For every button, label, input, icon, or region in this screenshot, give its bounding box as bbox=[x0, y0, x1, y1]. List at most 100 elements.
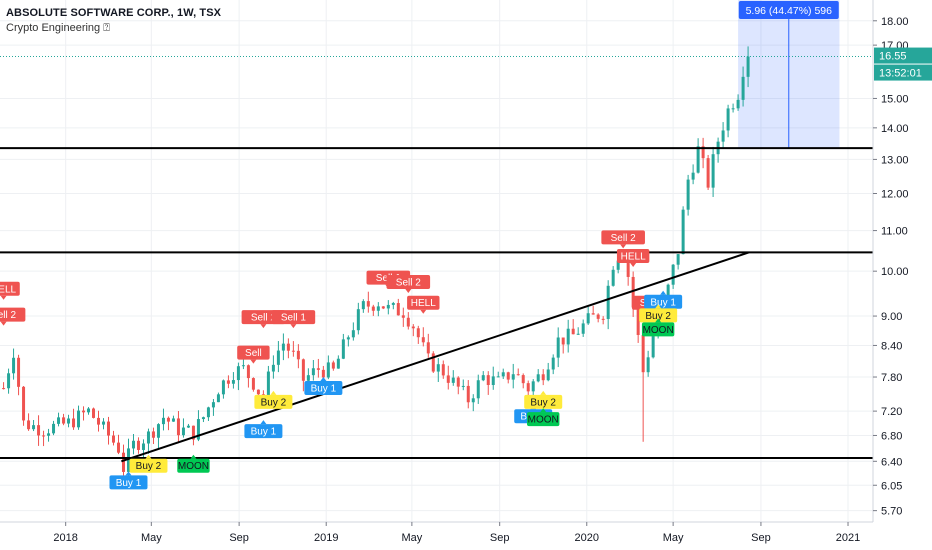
time-axis: 2018 May Sep 2019 May Sep 2020 May Sep 2021 bbox=[0, 521, 873, 544]
price-tick-label: 6.40 bbox=[881, 456, 902, 468]
chart-legend: ABSOLUTE SOFTWARE CORP., 1W, TSX Crypto … bbox=[6, 6, 221, 36]
candle-body bbox=[241, 365, 245, 367]
candle-body bbox=[626, 253, 630, 277]
signal-label: MOON bbox=[643, 325, 674, 336]
candle-body bbox=[326, 362, 330, 378]
countdown-tag bbox=[874, 64, 932, 81]
candle-body bbox=[486, 375, 490, 385]
signal-moon[interactable]: MOON bbox=[177, 454, 210, 473]
signal-label: Sell 2 bbox=[251, 313, 276, 324]
candle-body bbox=[641, 334, 645, 373]
price-tick-label: 10.00 bbox=[881, 266, 909, 278]
indicator-name[interactable]: Crypto Engineering ⍰ bbox=[6, 22, 110, 34]
symbol-title[interactable]: ABSOLUTE SOFTWARE CORP., 1W, TSX bbox=[6, 7, 222, 19]
candle-body bbox=[331, 362, 335, 369]
candle-body bbox=[496, 376, 500, 378]
signal-buy[interactable]: Buy 1 bbox=[109, 471, 148, 490]
candle-body bbox=[311, 368, 315, 376]
candle-body bbox=[736, 99, 740, 109]
signal-sell[interactable]: Sell 2 bbox=[0, 307, 26, 326]
time-tick-label: May bbox=[663, 532, 684, 544]
signal-buy[interactable]: Buy 1 bbox=[304, 377, 343, 396]
candle-body bbox=[556, 337, 560, 358]
candle-body bbox=[391, 303, 395, 305]
signal-pointer bbox=[540, 390, 547, 395]
candle-body bbox=[466, 385, 470, 403]
signal-buy2[interactable]: Buy 2 bbox=[524, 390, 563, 409]
signal-badge bbox=[0, 307, 26, 322]
signal-buy2[interactable]: Buy 2 bbox=[254, 390, 293, 409]
signal-buy[interactable]: Buy 1 bbox=[644, 290, 683, 309]
candle-body bbox=[186, 425, 190, 428]
candle-body bbox=[676, 254, 680, 265]
candle-body bbox=[62, 417, 66, 424]
signal-pointer bbox=[655, 304, 662, 309]
signal-badge bbox=[386, 275, 431, 290]
candle-body bbox=[366, 301, 370, 307]
signal-labels: HELL Sell 2 Buy 1 Buy 2 MOON Sell Buy 1 Buy 2 Se… bbox=[0, 230, 683, 490]
signal-pointer bbox=[250, 359, 257, 364]
signal-sell[interactable]: HELL bbox=[407, 295, 440, 314]
last-price-tag bbox=[874, 47, 932, 64]
price-tick-label: 6.80 bbox=[881, 430, 902, 442]
signal-pointer bbox=[320, 377, 327, 382]
candle-body bbox=[431, 353, 435, 372]
candle-body bbox=[42, 435, 46, 437]
signal-moon[interactable]: MOON bbox=[641, 318, 675, 337]
signal-sell[interactable]: Sell 2 bbox=[386, 275, 431, 294]
candle-body bbox=[536, 374, 540, 382]
candle-body bbox=[476, 380, 480, 399]
candle-body bbox=[586, 313, 590, 324]
signal-pointer bbox=[260, 324, 267, 329]
candle-body bbox=[456, 377, 460, 387]
candle-body bbox=[666, 284, 670, 299]
candle-body bbox=[406, 317, 410, 327]
candle-body bbox=[451, 377, 455, 383]
measure-label-bg bbox=[738, 1, 839, 19]
signal-sell[interactable]: HELL bbox=[0, 281, 20, 300]
candle-body bbox=[351, 330, 355, 338]
candle-body bbox=[511, 374, 515, 380]
signal-badge bbox=[254, 394, 293, 409]
signal-label: Buy 2 bbox=[645, 311, 671, 322]
time-tick-label: 2019 bbox=[314, 532, 338, 544]
signal-buy[interactable]: Buy 1 bbox=[244, 420, 283, 439]
candle-body bbox=[121, 452, 125, 472]
candle-body bbox=[741, 76, 745, 100]
candle-body bbox=[426, 342, 430, 354]
candle-body bbox=[171, 418, 175, 422]
signal-sell[interactable]: Sell 2 bbox=[601, 230, 645, 249]
candle-body bbox=[721, 130, 725, 142]
candle-body bbox=[611, 269, 615, 286]
candle-body bbox=[291, 350, 295, 352]
candle-body bbox=[746, 56, 750, 77]
candle-body bbox=[102, 421, 106, 425]
signal-buy2[interactable]: Buy 2 bbox=[129, 454, 168, 473]
candle-body bbox=[396, 303, 400, 316]
signal-label: Sell 2 bbox=[0, 310, 17, 321]
candle-body bbox=[316, 368, 320, 370]
candle-body bbox=[146, 431, 150, 444]
signal-label: Buy 1 bbox=[116, 478, 142, 489]
grid-lines bbox=[0, 0, 873, 522]
signal-buy2[interactable]: Buy 2 bbox=[639, 304, 678, 323]
price-tick-label: 15.00 bbox=[881, 93, 909, 105]
price-tick-label: 6.05 bbox=[881, 480, 902, 492]
candle-body bbox=[681, 209, 685, 255]
signal-sell[interactable]: Sell 1 bbox=[271, 310, 316, 329]
candle-body bbox=[346, 337, 350, 340]
signal-label: Sell 2 bbox=[611, 233, 636, 244]
signal-sell[interactable]: Sell bbox=[237, 345, 270, 364]
candle-body bbox=[506, 372, 510, 380]
candle-body bbox=[7, 373, 11, 389]
candle-body bbox=[166, 417, 170, 422]
candle-body bbox=[281, 343, 285, 351]
signal-sell[interactable]: HELL bbox=[616, 248, 650, 267]
candle-body bbox=[461, 385, 465, 387]
candle-body bbox=[32, 425, 36, 430]
candle-body bbox=[631, 276, 635, 308]
signal-moon[interactable]: MOON bbox=[527, 408, 560, 427]
time-tick-label: 2021 bbox=[836, 532, 860, 544]
candle-body bbox=[77, 410, 81, 428]
